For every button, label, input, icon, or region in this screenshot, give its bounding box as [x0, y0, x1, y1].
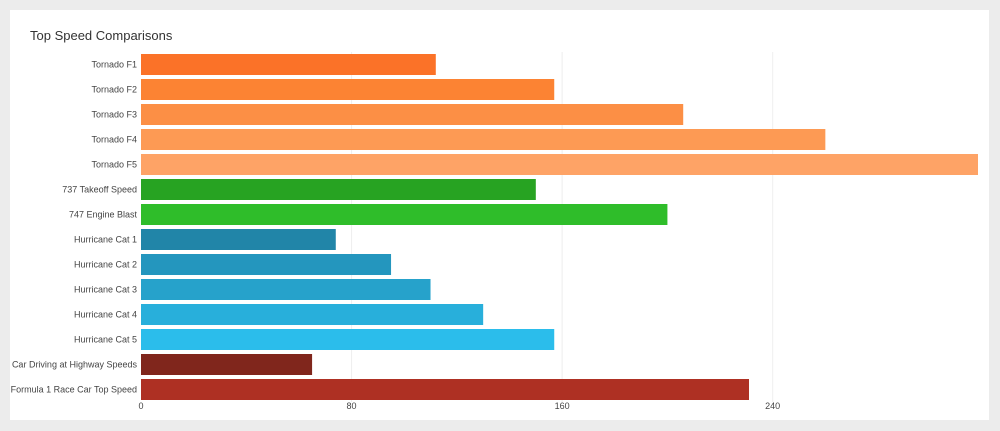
category-label: Tornado F3 [91, 110, 137, 120]
category-label: Hurricane Cat 1 [74, 235, 137, 245]
bar[interactable] [141, 154, 978, 175]
category-label: 747 Engine Blast [69, 210, 138, 220]
bar[interactable] [141, 304, 484, 325]
category-label: Tornado F2 [91, 85, 137, 95]
bar[interactable] [141, 129, 826, 150]
bar[interactable] [141, 229, 336, 250]
category-label: Hurricane Cat 4 [74, 310, 137, 320]
bar[interactable] [141, 379, 750, 400]
bar[interactable] [141, 204, 668, 225]
bar[interactable] [141, 54, 436, 75]
bar[interactable] [141, 254, 392, 275]
chart-title: Top Speed Comparisons [30, 28, 173, 43]
bar[interactable] [141, 329, 555, 350]
category-label: Hurricane Cat 3 [74, 285, 137, 295]
category-label: Tornado F5 [91, 160, 137, 170]
bar[interactable] [141, 79, 555, 100]
category-label: Car Driving at Highway Speeds [12, 360, 138, 370]
category-label: Hurricane Cat 5 [74, 335, 137, 345]
category-label: Tornado F1 [91, 60, 137, 70]
bar[interactable] [141, 279, 431, 300]
bar[interactable] [141, 179, 536, 200]
x-tick-label: 240 [765, 401, 780, 411]
bar[interactable] [141, 104, 684, 125]
x-tick-label: 80 [347, 401, 357, 411]
category-label: Tornado F4 [91, 135, 137, 145]
category-label: 737 Takeoff Speed [62, 185, 137, 195]
category-label: Hurricane Cat 2 [74, 260, 137, 270]
x-tick-label: 160 [555, 401, 570, 411]
category-label: Formula 1 Race Car Top Speed [11, 385, 137, 395]
bar[interactable] [141, 354, 313, 375]
x-tick-label: 0 [138, 401, 143, 411]
